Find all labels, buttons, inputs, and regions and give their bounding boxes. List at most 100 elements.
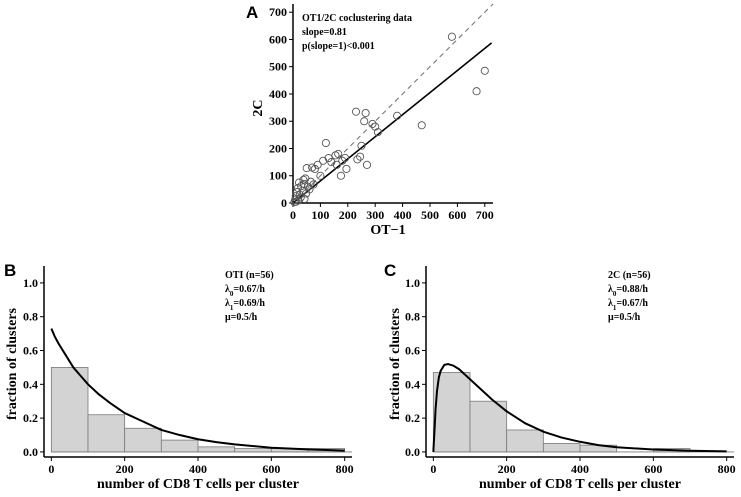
panel-b-y-tick-label: 0.0 bbox=[23, 445, 38, 459]
panel-b-bar bbox=[50, 367, 89, 453]
panel-b-axes: 0 200 400 600 800 0.0 0.2 0.4 0.6 0.8 1.0 bbox=[23, 266, 354, 476]
scatter-point bbox=[360, 117, 369, 126]
panel-a-y-tick-label: 100 bbox=[269, 169, 287, 183]
panel-c-y-tick-label: 0.4 bbox=[405, 377, 420, 391]
scatter-point bbox=[321, 138, 330, 148]
panel-a-fit-line bbox=[292, 42, 493, 204]
scatter-point bbox=[417, 121, 426, 130]
panel-c-x-tick-label: 200 bbox=[498, 462, 516, 476]
scatter-point bbox=[341, 153, 350, 163]
panel-b-bar bbox=[160, 439, 199, 453]
panel-c-label: C bbox=[384, 261, 396, 280]
panel-c-bar bbox=[469, 400, 508, 453]
scatter-point bbox=[353, 155, 362, 164]
panel-a-y-tick-label: 500 bbox=[269, 60, 287, 74]
scatter-point bbox=[316, 171, 325, 180]
panel-a-y-tick-label: 0 bbox=[281, 196, 287, 210]
panel-a-axes: 0 100 200 300 400 500 600 700 0 100 200 300 400 500 60… bbox=[269, 4, 494, 222]
scatter-point bbox=[300, 194, 309, 203]
panel-c-y-tick-label: 0.6 bbox=[405, 344, 420, 358]
panel-b-bar bbox=[197, 446, 236, 453]
panel-c-y-tick-label: 1.0 bbox=[405, 276, 420, 290]
panel-b-y-tick-label: 0.4 bbox=[23, 377, 38, 391]
panel-a-pvalue: p(slope=1)<0.001 bbox=[302, 41, 375, 52]
panel-b-bar bbox=[124, 427, 162, 453]
panel-b-marks bbox=[50, 328, 352, 453]
panel-c-axes: 0 200 400 600 800 0.0 0.2 0.4 0.6 0.8 1.0 bbox=[405, 266, 736, 476]
panel-c-model-curve bbox=[432, 363, 727, 453]
panel-a-xlabel: OT−1 bbox=[370, 223, 405, 238]
panel-a-slope: slope=0.81 bbox=[302, 27, 347, 38]
panel-b-x-tick-label: 800 bbox=[336, 462, 354, 476]
scatter-point bbox=[291, 192, 300, 201]
panel-c-x-tick-label: 600 bbox=[644, 462, 662, 476]
panel-a-identity-line bbox=[292, 3, 494, 204]
panel-b-legend-mu: μ=0.5/h bbox=[225, 312, 258, 323]
panel-c-bar bbox=[542, 443, 581, 453]
panel-b-x-tick-label: 600 bbox=[262, 462, 280, 476]
panel-a-y-tick-label: 400 bbox=[269, 87, 287, 101]
panel-c-xlabel: number of CD8 T cells per cluster bbox=[479, 477, 681, 492]
scatter-point bbox=[299, 175, 308, 184]
panel-c-y-tick-label: 0.8 bbox=[405, 310, 420, 324]
panel-a-x-tick-label: 400 bbox=[394, 208, 412, 222]
panel-c-x-tick-label: 400 bbox=[571, 462, 589, 476]
scatter-point bbox=[356, 152, 365, 161]
panel-b-legend-lambda0: λ0=0.67/h bbox=[225, 284, 265, 298]
panel-a-title: OT1/2C coclustering data bbox=[302, 13, 412, 24]
panel-b-y-tick-label: 0.2 bbox=[23, 411, 38, 425]
panel-b-xlabel: number of CD8 T cells per cluster bbox=[97, 477, 299, 492]
scatter-point bbox=[327, 158, 336, 167]
panel-c-marks bbox=[432, 363, 734, 453]
panel-c-legend-lambda1: λ1=0.67/h bbox=[608, 298, 648, 312]
panel-b-x-tick-label: 200 bbox=[116, 462, 134, 476]
scatter-point bbox=[342, 164, 351, 173]
scatter-point bbox=[305, 185, 314, 194]
scatter-point bbox=[294, 196, 303, 205]
scatter-point bbox=[338, 156, 347, 165]
panel-a-x-tick-label: 500 bbox=[421, 208, 439, 222]
panel-a-ylabel: 2C bbox=[251, 99, 266, 116]
panel-b-y-tick-label: 0.6 bbox=[23, 344, 38, 358]
panel-c-legend-mu: μ=0.5/h bbox=[608, 312, 641, 323]
panel-a-label: A bbox=[246, 3, 258, 22]
panel-a-x-tick-label: 200 bbox=[339, 208, 357, 222]
scatter-point bbox=[306, 177, 315, 186]
scatter-point bbox=[313, 160, 322, 169]
panel-a-x-tick-label: 700 bbox=[476, 208, 494, 222]
scatter-point bbox=[291, 195, 300, 204]
panel-c-legend-lambda0: λ0=0.88/h bbox=[608, 284, 648, 298]
scatter-point bbox=[324, 153, 333, 163]
panel-b-legend-lambda1: λ1=0.69/h bbox=[225, 298, 265, 312]
scatter-point bbox=[351, 107, 361, 116]
panel-b-x-tick-label: 0 bbox=[48, 462, 54, 476]
scatter-point bbox=[361, 108, 370, 118]
scatter-point bbox=[302, 164, 311, 173]
scatter-point bbox=[447, 32, 456, 41]
scatter-point bbox=[334, 149, 343, 158]
panel-a-scatter: A 0 100 200 300 400 500 600 700 0 100 200 300 400 500… bbox=[246, 3, 494, 238]
panel-c-y-tick-label: 0.0 bbox=[405, 445, 420, 459]
scatter-point bbox=[373, 128, 382, 137]
scatter-point bbox=[472, 87, 481, 96]
scatter-point bbox=[371, 122, 380, 131]
panel-a-y-tick-label: 600 bbox=[269, 32, 287, 46]
panel-c-legend-title: 2C (n=56) bbox=[608, 270, 651, 281]
panel-a-marks bbox=[290, 3, 494, 207]
scatter-point bbox=[310, 164, 319, 173]
panel-b-ylabel: fraction of clusters bbox=[5, 307, 20, 420]
panel-a-x-tick-label: 0 bbox=[290, 208, 296, 222]
panel-a-y-tick-label: 300 bbox=[269, 114, 287, 128]
panel-c-histogram: C 0 200 400 600 800 0.0 0.2 0.4 0.6 0.8 1.0 2C (n=… bbox=[384, 261, 736, 492]
scatter-point bbox=[319, 156, 328, 165]
panel-c-y-tick-label: 0.2 bbox=[405, 411, 420, 425]
scatter-point bbox=[292, 197, 301, 206]
panel-a-y-tick-label: 700 bbox=[269, 5, 287, 19]
scatter-point bbox=[393, 111, 402, 120]
panel-c-x-tick-label: 800 bbox=[718, 462, 736, 476]
scatter-point bbox=[362, 160, 372, 169]
panel-a-x-tick-label: 100 bbox=[311, 208, 329, 222]
panel-b-label: B bbox=[4, 261, 16, 280]
panel-b-x-tick-label: 400 bbox=[189, 462, 207, 476]
